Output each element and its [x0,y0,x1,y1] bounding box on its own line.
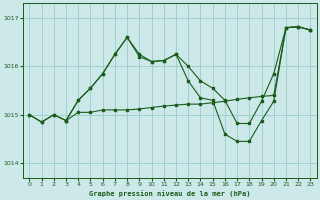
X-axis label: Graphe pression niveau de la mer (hPa): Graphe pression niveau de la mer (hPa) [89,190,251,197]
